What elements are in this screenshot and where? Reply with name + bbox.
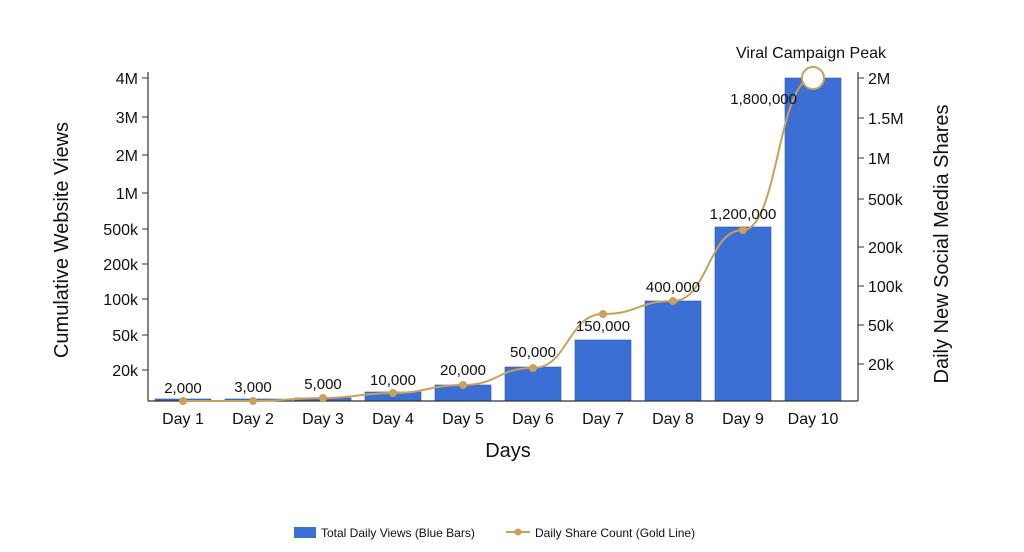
ticks-layer: Day 1 Day 2 Day 3 Day 4 Day 5 Day 6 Day 7 Day 8… bbox=[103, 71, 903, 428]
data-label: 1,200,000 bbox=[710, 206, 777, 223]
data-label: 50,000 bbox=[510, 344, 556, 361]
x-tick-label: Day 5 bbox=[442, 411, 484, 428]
y2-tick-label: 500k bbox=[868, 192, 904, 209]
line-point bbox=[739, 226, 747, 234]
legend-bars-label: Total Daily Views (Blue Bars) bbox=[321, 526, 475, 540]
line-point bbox=[459, 381, 467, 389]
y-tick-label: 2M bbox=[116, 148, 138, 165]
x-tick-label: Day 3 bbox=[302, 411, 344, 428]
y2-tick-label: 50k bbox=[868, 318, 895, 335]
x-axis-title: Days bbox=[485, 440, 531, 462]
y2-tick-label: 1.5M bbox=[868, 111, 904, 128]
y-tick-label: 500k bbox=[103, 222, 139, 239]
x-tick-label: Day 6 bbox=[512, 411, 554, 428]
data-label: 1,800,000 bbox=[730, 91, 797, 108]
y-axis-right-title: Daily New Social Media Shares bbox=[931, 104, 953, 383]
y-axis-left-title: Cumulative Website Views bbox=[51, 122, 73, 358]
legend-line-marker bbox=[514, 528, 522, 536]
bar bbox=[784, 77, 842, 402]
data-label: 5,000 bbox=[304, 376, 342, 393]
line-layer bbox=[179, 66, 825, 405]
line-point bbox=[179, 397, 187, 405]
line-point bbox=[669, 297, 677, 305]
y-tick-label: 200k bbox=[103, 257, 139, 274]
x-tick-label: Day 2 bbox=[232, 411, 274, 428]
bar bbox=[714, 226, 772, 402]
legend-line-label: Daily Share Count (Gold Line) bbox=[535, 526, 695, 540]
y-tick-label: 100k bbox=[103, 292, 139, 309]
y-tick-label: 20k bbox=[112, 363, 139, 380]
x-tick-label: Day 10 bbox=[788, 411, 839, 428]
data-label: 3,000 bbox=[234, 379, 272, 396]
line-point bbox=[319, 394, 327, 402]
line-point bbox=[249, 397, 257, 405]
labels-layer: 2,000 3,000 5,000 10,000 20,000 50,000 150,000… bbox=[164, 45, 887, 397]
x-tick-label: Day 4 bbox=[372, 411, 414, 428]
y2-tick-label: 100k bbox=[868, 279, 904, 296]
annotation-label: Viral Campaign Peak bbox=[736, 45, 887, 62]
x-tick-label: Day 8 bbox=[652, 411, 694, 428]
bar bbox=[504, 366, 562, 402]
x-tick-label: Day 7 bbox=[582, 411, 624, 428]
bar bbox=[644, 300, 702, 402]
line-point bbox=[389, 389, 397, 397]
data-label: 400,000 bbox=[646, 279, 700, 296]
peak-marker bbox=[801, 66, 825, 90]
y-tick-label: 50k bbox=[112, 328, 139, 345]
data-label: 150,000 bbox=[576, 318, 630, 335]
legend-bars-swatch bbox=[294, 527, 316, 538]
data-label: 2,000 bbox=[164, 380, 202, 397]
line-point bbox=[529, 364, 537, 372]
x-tick-label: Day 1 bbox=[162, 411, 204, 428]
y2-tick-label: 20k bbox=[868, 357, 895, 374]
y2-tick-label: 200k bbox=[868, 240, 904, 257]
y-tick-label: 1M bbox=[116, 186, 138, 203]
data-label: 20,000 bbox=[440, 362, 486, 379]
y-tick-label: 3M bbox=[116, 110, 138, 127]
bar bbox=[574, 339, 632, 402]
y2-tick-label: 1M bbox=[868, 151, 890, 168]
y-tick-label: 4M bbox=[116, 71, 138, 88]
bars-layer bbox=[154, 77, 842, 402]
legend: Total Daily Views (Blue Bars) Daily Shar… bbox=[294, 526, 695, 540]
x-tick-label: Day 9 bbox=[722, 411, 764, 428]
data-label: 10,000 bbox=[370, 372, 416, 389]
line-point bbox=[599, 310, 607, 318]
y2-tick-label: 2M bbox=[868, 71, 890, 88]
